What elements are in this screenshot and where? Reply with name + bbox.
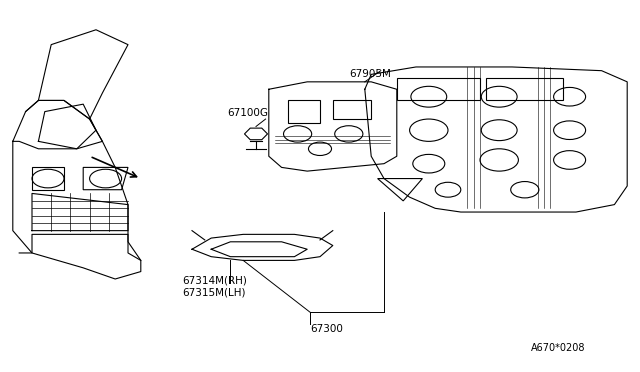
Text: 67905M: 67905M (349, 70, 390, 79)
Text: 67300: 67300 (310, 324, 343, 334)
Text: 67100G: 67100G (227, 109, 268, 118)
Text: 67315M(LH): 67315M(LH) (182, 287, 246, 297)
Text: 67314M(RH): 67314M(RH) (182, 276, 247, 286)
Text: A670*0208: A670*0208 (531, 343, 586, 353)
